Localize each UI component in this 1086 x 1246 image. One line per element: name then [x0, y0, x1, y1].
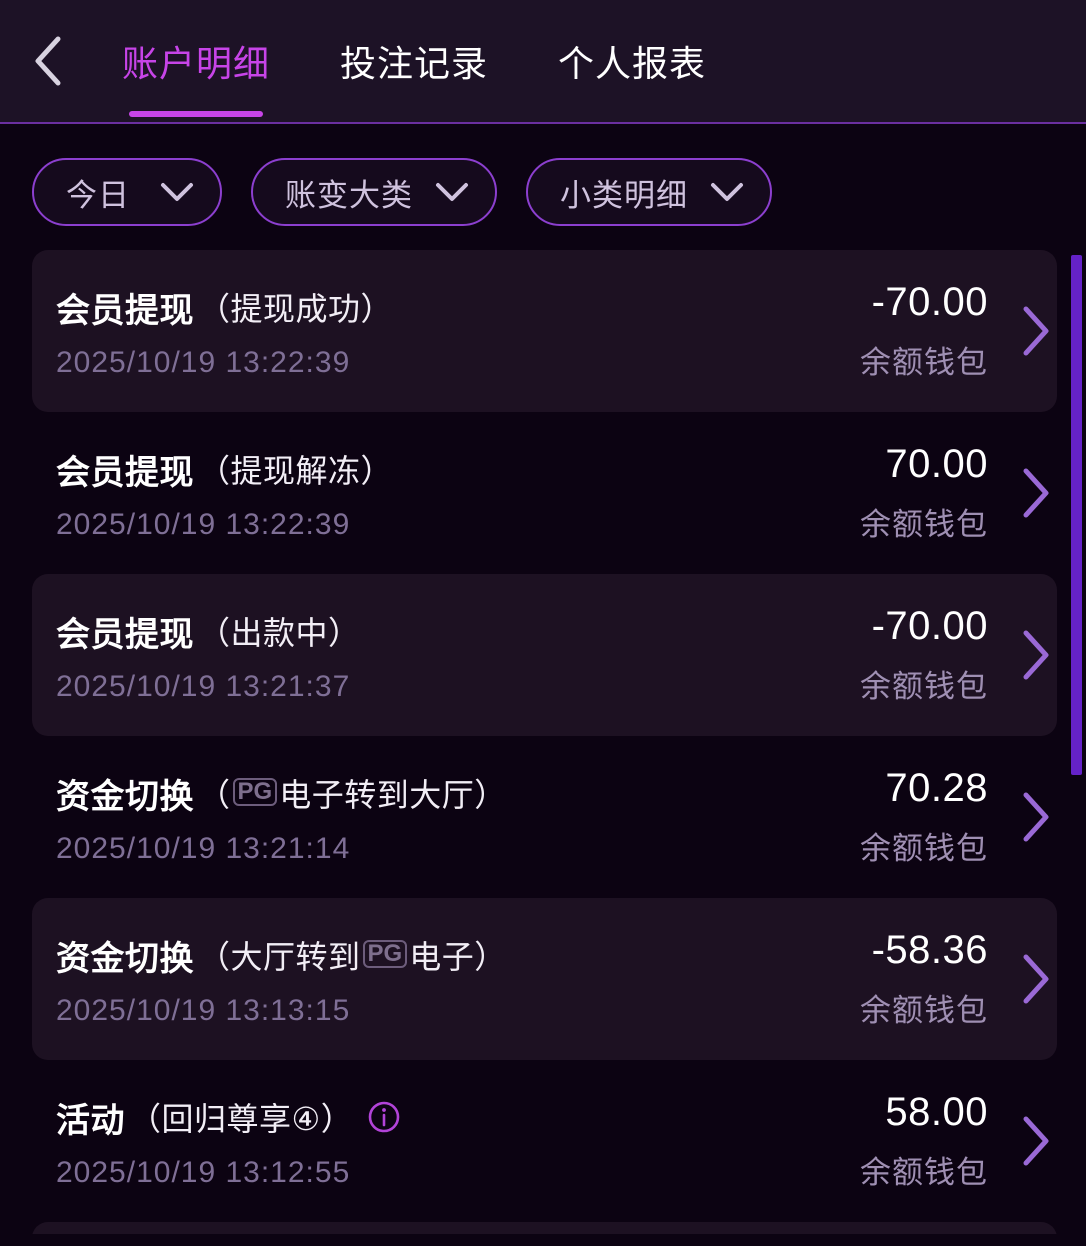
transaction-row[interactable]: 会员提现 （提现解冻） 2025/10/19 13:22:39 70.00 余额…	[0, 412, 1086, 574]
transaction-time: 2025/10/19 13:21:37	[56, 669, 351, 703]
transaction-wallet: 余额钱包	[860, 993, 988, 1028]
page-header: 账户明细 投注记录 个人报表	[0, 0, 1086, 124]
transaction-detail: （出款中）	[198, 615, 361, 651]
transaction-title: 会员提现 （提现解冻）	[56, 445, 393, 494]
filter-label: 账变大类	[285, 177, 413, 213]
scrollbar-track	[1071, 0, 1086, 1246]
transaction-title: 活动 （回归尊享④）	[56, 1093, 401, 1142]
detail-prefix: （大厅转到	[198, 939, 361, 975]
chevron-right-icon[interactable]	[1018, 465, 1052, 521]
transaction-info: 活动 （回归尊享④） 2025/10/19 13:12:55	[56, 1093, 401, 1190]
pg-logo-icon: PG	[362, 940, 408, 968]
transaction-title: 资金切换 （大厅转到 PG 电子）	[56, 931, 507, 980]
detail-suffix: 电子转到大厅）	[279, 777, 507, 813]
transaction-amount: 70.28	[885, 766, 988, 810]
filter-sub-category[interactable]: 小类明细	[526, 158, 772, 226]
transaction-detail: （回归尊享④）	[129, 1101, 354, 1137]
transaction-row[interactable]	[0, 1222, 1086, 1234]
transaction-wallet: 余额钱包	[860, 345, 988, 380]
transaction-info: 会员提现 （提现成功） 2025/10/19 13:22:39	[56, 283, 393, 380]
filter-main-category[interactable]: 账变大类	[251, 158, 497, 226]
tab-personal-report[interactable]: 个人报表	[532, 0, 732, 123]
tab-bet-records[interactable]: 投注记录	[314, 0, 514, 123]
transaction-amount: -70.00	[871, 604, 988, 648]
transaction-detail: （大厅转到 PG 电子）	[198, 932, 507, 978]
transaction-wallet: 余额钱包	[860, 669, 988, 704]
transaction-amount-block: 58.00 余额钱包	[808, 1090, 1052, 1192]
transaction-amount: -70.00	[871, 280, 988, 324]
transaction-info: 资金切换 （大厅转到 PG 电子） 2025/10/19 13:13:15	[56, 931, 507, 1028]
filter-label: 小类明细	[560, 177, 688, 213]
info-circle-icon[interactable]	[367, 1100, 401, 1134]
transaction-time: 2025/10/19 13:12:55	[56, 1155, 351, 1189]
transaction-info: 会员提现 （提现解冻） 2025/10/19 13:22:39	[56, 445, 393, 542]
tab-bar: 账户明细 投注记录 个人报表	[96, 0, 732, 123]
tab-label: 个人报表	[558, 43, 707, 84]
transaction-amount-block: 70.00 余额钱包	[808, 442, 1052, 544]
filter-date-range[interactable]: 今日	[32, 158, 222, 226]
chevron-down-icon	[160, 181, 194, 203]
transaction-title: 会员提现 （出款中）	[56, 607, 361, 656]
chevron-right-icon[interactable]	[1018, 303, 1052, 359]
transaction-title: 资金切换 （ PG 电子转到大厅）	[56, 769, 507, 818]
detail-prefix: （	[198, 777, 231, 813]
transaction-time: 2025/10/19 13:21:14	[56, 831, 351, 865]
transaction-category: 资金切换	[56, 777, 194, 816]
filter-bar: 今日 账变大类 小类明细	[0, 124, 1086, 226]
transaction-info: 会员提现 （出款中） 2025/10/19 13:21:37	[56, 607, 361, 704]
transaction-wallet: 余额钱包	[860, 1155, 988, 1190]
transaction-time: 2025/10/19 13:22:39	[56, 507, 351, 541]
transaction-detail: （提现成功）	[198, 291, 394, 327]
transaction-wallet: 余额钱包	[860, 507, 988, 542]
transaction-category: 会员提现	[56, 453, 194, 492]
transaction-info: 资金切换 （ PG 电子转到大厅） 2025/10/19 13:21:14	[56, 769, 507, 866]
transaction-detail: （ PG 电子转到大厅）	[198, 770, 507, 816]
transaction-amount: -58.36	[871, 928, 988, 972]
scrollbar-thumb[interactable]	[1071, 255, 1082, 775]
tab-account-details[interactable]: 账户明细	[96, 0, 296, 123]
transaction-time: 2025/10/19 13:13:15	[56, 993, 351, 1027]
transaction-title: 会员提现 （提现成功）	[56, 283, 393, 332]
chevron-right-icon[interactable]	[1018, 789, 1052, 845]
tab-label: 账户明细	[122, 43, 271, 84]
detail-suffix: 电子）	[409, 939, 507, 975]
back-button[interactable]	[0, 0, 96, 123]
transaction-row[interactable]: 会员提现 （提现成功） 2025/10/19 13:22:39 -70.00 余…	[0, 250, 1086, 412]
transaction-category: 会员提现	[56, 291, 194, 330]
chevron-down-icon	[710, 181, 744, 203]
filter-label: 今日	[66, 177, 130, 213]
transaction-detail: （提现解冻）	[198, 453, 394, 489]
chevron-right-icon[interactable]	[1018, 951, 1052, 1007]
chevron-right-icon[interactable]	[1018, 1113, 1052, 1169]
transaction-category: 会员提现	[56, 615, 194, 654]
transaction-row[interactable]: 资金切换 （ PG 电子转到大厅） 2025/10/19 13:21:14 70…	[0, 736, 1086, 898]
transaction-amount-block: 70.28 余额钱包	[808, 766, 1052, 868]
transaction-amount-block: -70.00 余额钱包	[808, 280, 1052, 382]
chevron-down-icon	[435, 181, 469, 203]
pg-logo-icon: PG	[232, 778, 278, 806]
transaction-row[interactable]: 资金切换 （大厅转到 PG 电子） 2025/10/19 13:13:15 -5…	[0, 898, 1086, 1060]
transaction-row[interactable]: 会员提现 （出款中） 2025/10/19 13:21:37 -70.00 余额…	[0, 574, 1086, 736]
transaction-list[interactable]: 会员提现 （提现成功） 2025/10/19 13:22:39 -70.00 余…	[0, 250, 1086, 1234]
transaction-category: 活动	[56, 1101, 125, 1140]
transaction-amount-block: -70.00 余额钱包	[808, 604, 1052, 706]
chevron-left-icon	[28, 33, 68, 89]
transaction-amount: 70.00	[885, 442, 988, 486]
transaction-amount: 58.00	[885, 1090, 988, 1134]
tab-label: 投注记录	[340, 43, 489, 84]
transaction-time: 2025/10/19 13:22:39	[56, 345, 351, 379]
transaction-row[interactable]: 活动 （回归尊享④） 2025/10/19 13:12:55 58.00 余额钱…	[0, 1060, 1086, 1222]
transaction-category: 资金切换	[56, 939, 194, 978]
chevron-right-icon[interactable]	[1018, 627, 1052, 683]
transaction-wallet: 余额钱包	[860, 831, 988, 866]
transaction-amount-block: -58.36 余额钱包	[808, 928, 1052, 1030]
